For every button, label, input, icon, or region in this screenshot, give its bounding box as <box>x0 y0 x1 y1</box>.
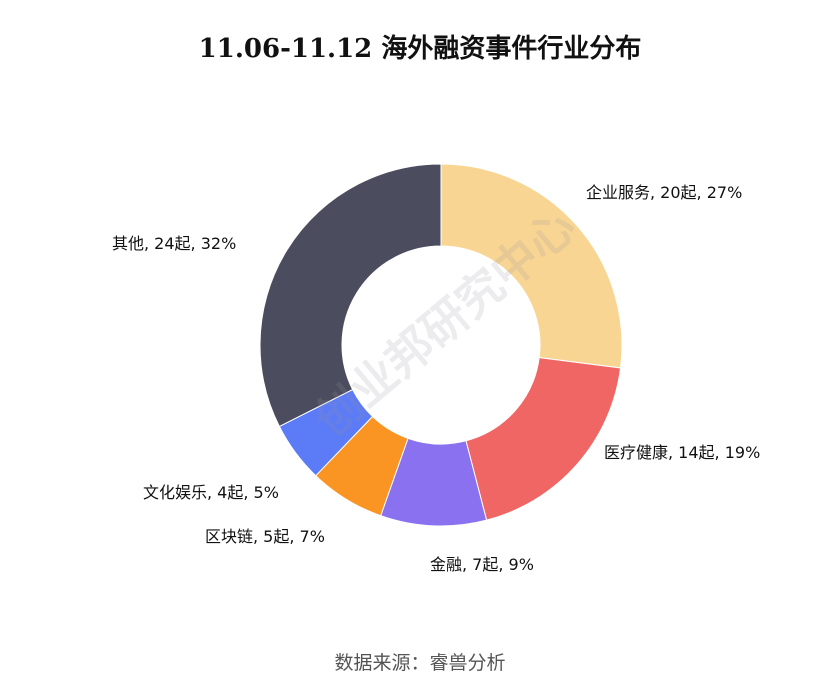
slice-label-3: 金融, 7起, 9% <box>430 555 534 574</box>
slice-label-1: 企业服务, 20起, 27% <box>586 183 742 202</box>
donut-chart: 企业服务, 20起, 27% 医疗健康, 14起, 19% 金融, 7起, 9% 区块… <box>112 163 760 574</box>
data-source: 数据来源：睿兽分析 <box>334 652 506 674</box>
donut-slice-1 <box>440 163 623 369</box>
slice-label-5: 文化娱乐, 4起, 5% <box>143 483 279 502</box>
donut-slice-6 <box>259 163 442 428</box>
chart-title: 11.06-11.12 海外融资事件行业分布 <box>198 34 642 64</box>
slice-labels: 企业服务, 20起, 27% 医疗健康, 14起, 19% 金融, 7起, 9% 区块… <box>112 183 760 574</box>
donut-slices <box>259 163 623 527</box>
slice-label-2: 医疗健康, 14起, 19% <box>604 443 760 462</box>
slice-label-4: 区块链, 5起, 7% <box>205 527 325 546</box>
slice-label-6: 其他, 24起, 32% <box>112 234 236 253</box>
donut-slice-2 <box>465 357 622 521</box>
